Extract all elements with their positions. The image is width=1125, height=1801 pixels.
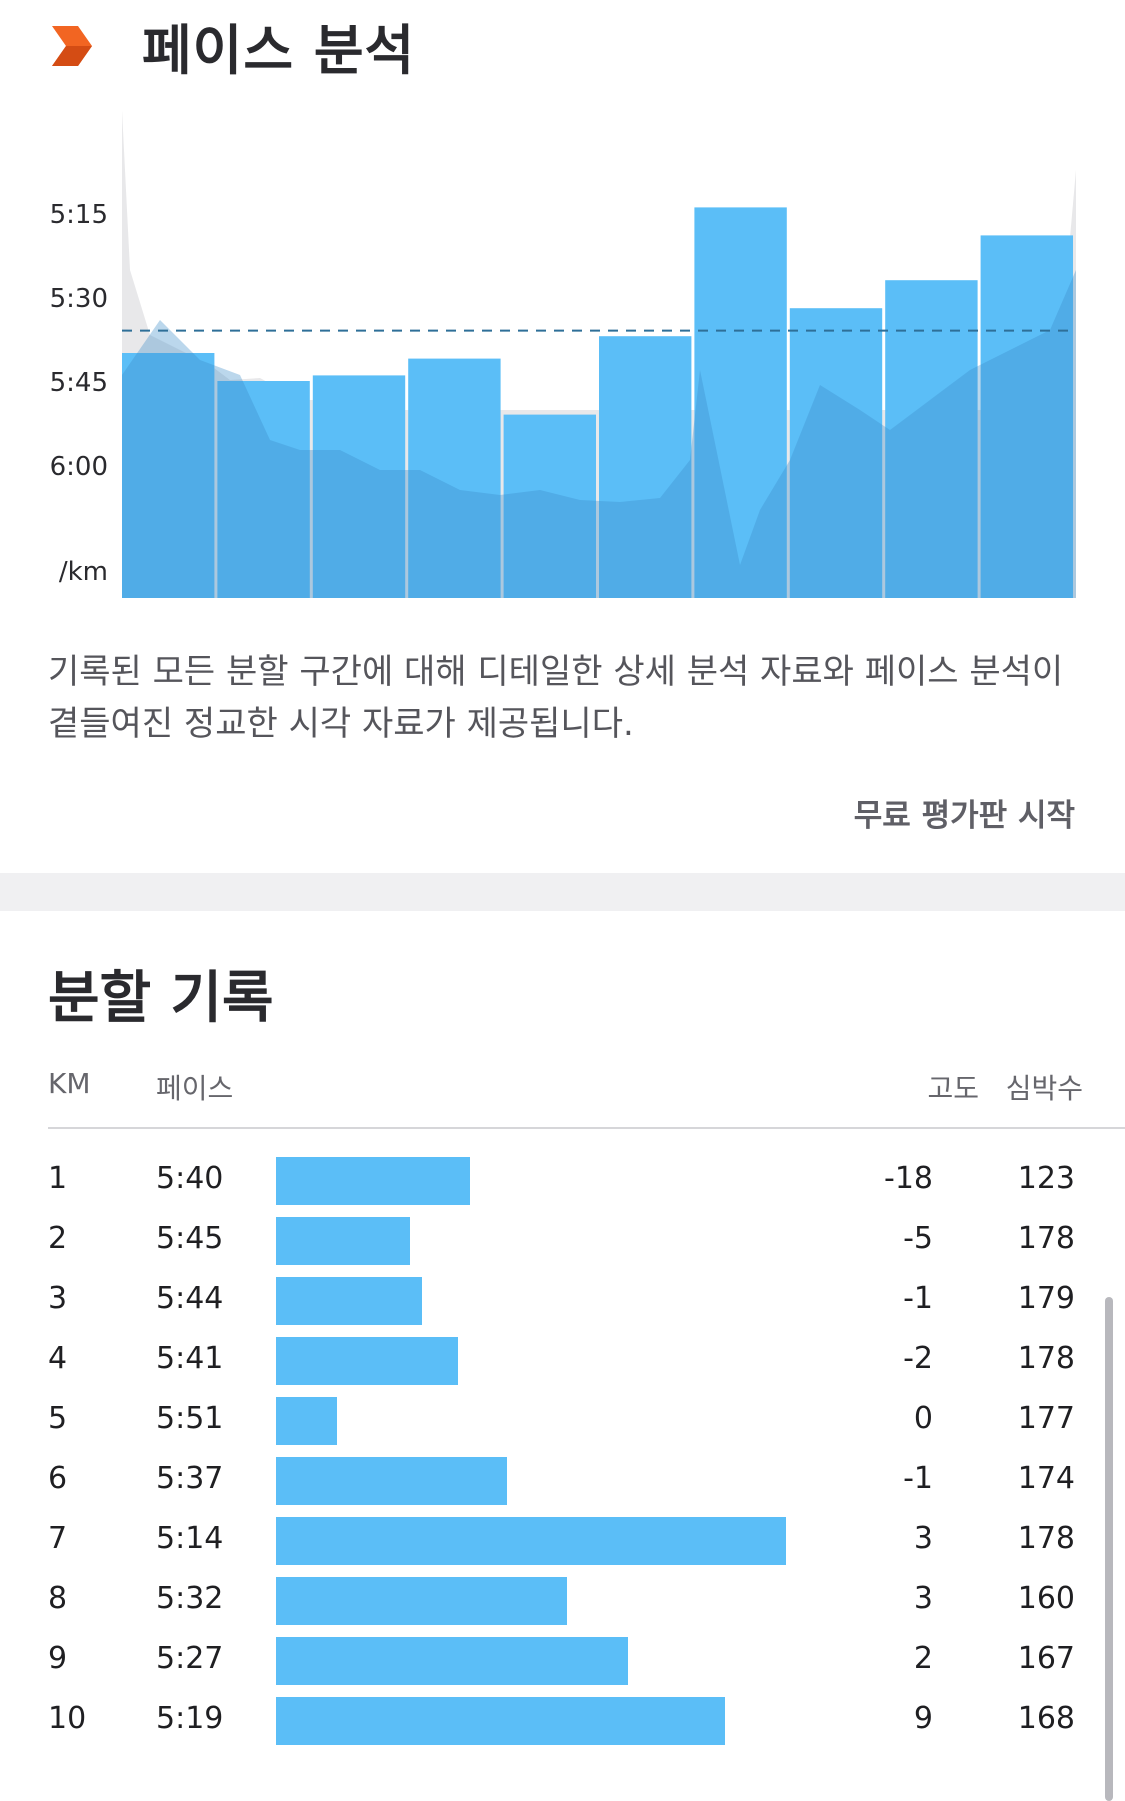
table-row: 8 5:32 3 160 xyxy=(0,1575,1125,1635)
split-heart-rate: 178 xyxy=(1017,1221,1075,1256)
pace-bar xyxy=(599,336,692,598)
split-pace-bar xyxy=(276,1637,628,1685)
table-row: 4 5:41 -2 178 xyxy=(0,1335,1125,1395)
table-row: 1 5:40 -18 123 xyxy=(0,1155,1125,1215)
split-elevation: 9 xyxy=(913,1701,933,1736)
scrollbar[interactable] xyxy=(1105,1297,1113,1801)
split-pace: 5:41 xyxy=(156,1341,224,1376)
pace-bar xyxy=(122,353,215,598)
split-elevation: 3 xyxy=(913,1521,933,1556)
split-pace-bar xyxy=(276,1337,458,1385)
split-pace-bar xyxy=(276,1517,786,1565)
split-heart-rate: 179 xyxy=(1017,1281,1075,1316)
split-km: 6 xyxy=(48,1461,68,1496)
pace-bar xyxy=(980,235,1073,598)
pace-bar xyxy=(789,308,883,598)
split-pace: 5:44 xyxy=(156,1281,224,1316)
split-elevation: 0 xyxy=(913,1401,933,1436)
pace-chart: 5:15 5:30 5:45 6:00/km xyxy=(0,110,1125,610)
pace-bar xyxy=(312,375,406,598)
split-km: 7 xyxy=(48,1521,68,1556)
y-tick-label: 6:00 xyxy=(50,452,108,482)
column-header-km: KM xyxy=(48,1067,91,1100)
pace-analysis-description: 기록된 모든 분할 구간에 대해 디테일한 상세 분석 자료와 페이스 분석이 … xyxy=(48,652,1064,744)
split-elevation: -1 xyxy=(903,1281,933,1316)
table-row: 3 5:44 -1 179 xyxy=(0,1275,1125,1335)
table-row: 7 5:14 3 178 xyxy=(0,1515,1125,1575)
splits-title: 분할 기록 xyxy=(48,966,274,1031)
splits-section: 분할 기록 KM 페이스 고도 심박수 1 5:40 -18 123 2 5:45 -5 17… xyxy=(0,911,1125,1801)
table-row: 6 5:37 -1 174 xyxy=(0,1455,1125,1515)
split-elevation: 3 xyxy=(913,1581,933,1616)
column-header-heart-rate: 심박수 xyxy=(1005,1072,1083,1105)
split-pace-bar xyxy=(276,1217,410,1265)
chevron-right-icon xyxy=(52,26,92,66)
split-km: 8 xyxy=(48,1581,68,1616)
splits-table-header: KM 페이스 고도 심박수 xyxy=(48,1067,1125,1129)
split-heart-rate: 123 xyxy=(1017,1161,1075,1196)
split-km: 5 xyxy=(48,1401,68,1436)
split-pace-bar xyxy=(276,1157,470,1205)
pace-bar xyxy=(885,280,978,598)
split-pace: 5:32 xyxy=(156,1581,224,1616)
split-km: 3 xyxy=(48,1281,68,1316)
column-header-elevation: 고도 xyxy=(927,1072,979,1105)
section-divider xyxy=(0,873,1125,911)
table-row: 9 5:27 2 167 xyxy=(0,1635,1125,1695)
split-pace-bar xyxy=(276,1577,567,1625)
pace-bar xyxy=(408,358,501,598)
pace-overlay-trace xyxy=(122,270,1076,598)
split-heart-rate: 178 xyxy=(1017,1521,1075,1556)
table-row: 2 5:45 -5 178 xyxy=(0,1215,1125,1275)
pace-analysis-title: 페이스 분석 xyxy=(142,19,416,82)
split-km: 2 xyxy=(48,1221,68,1256)
split-pace-bar xyxy=(276,1457,507,1505)
pace-analysis-section: 페이스 분석 5:15 5:30 5:45 6:00/km 기록된 모든 분할 구간에… xyxy=(0,0,1125,873)
split-km: 1 xyxy=(48,1161,68,1196)
split-heart-rate: 167 xyxy=(1017,1641,1075,1676)
split-heart-rate: 160 xyxy=(1017,1581,1075,1616)
split-pace-bar xyxy=(276,1697,725,1745)
start-free-trial-link[interactable]: 무료 평가판 시작 xyxy=(853,798,1075,834)
split-elevation: -18 xyxy=(884,1161,933,1196)
split-pace: 5:45 xyxy=(156,1221,224,1256)
pace-bar xyxy=(694,207,787,598)
column-header-pace: 페이스 xyxy=(156,1072,234,1105)
split-pace: 5:40 xyxy=(156,1161,224,1196)
split-heart-rate: 168 xyxy=(1017,1701,1075,1736)
split-pace-bar xyxy=(276,1277,422,1325)
pace-bar xyxy=(217,381,310,598)
split-heart-rate: 174 xyxy=(1017,1461,1075,1496)
y-tick-label: 5:45 xyxy=(50,368,108,398)
split-pace: 5:19 xyxy=(156,1701,224,1736)
split-heart-rate: 178 xyxy=(1017,1341,1075,1376)
split-elevation: -5 xyxy=(903,1221,933,1256)
pace-bar xyxy=(503,414,596,598)
y-unit-label: /km xyxy=(59,557,108,587)
table-row: 10 5:19 9 168 xyxy=(0,1695,1125,1755)
y-tick-label: 5:30 xyxy=(50,284,108,314)
split-elevation: -2 xyxy=(903,1341,933,1376)
split-pace: 5:14 xyxy=(156,1521,224,1556)
split-heart-rate: 177 xyxy=(1017,1401,1075,1436)
split-km: 4 xyxy=(48,1341,68,1376)
pace-chart-svg: 5:15 5:30 5:45 6:00/km xyxy=(50,110,1076,598)
split-elevation: -1 xyxy=(903,1461,933,1496)
split-km: 10 xyxy=(48,1701,87,1736)
split-pace: 5:27 xyxy=(156,1641,224,1676)
table-row: 5 5:51 0 177 xyxy=(0,1395,1125,1455)
split-elevation: 2 xyxy=(913,1641,933,1676)
split-pace: 5:51 xyxy=(156,1401,224,1436)
split-pace: 5:37 xyxy=(156,1461,224,1496)
pace-analysis-header: 페이스 분석 xyxy=(0,0,1125,100)
y-tick-label: 5:15 xyxy=(50,200,108,230)
split-km: 9 xyxy=(48,1641,68,1676)
split-pace-bar xyxy=(276,1397,337,1445)
